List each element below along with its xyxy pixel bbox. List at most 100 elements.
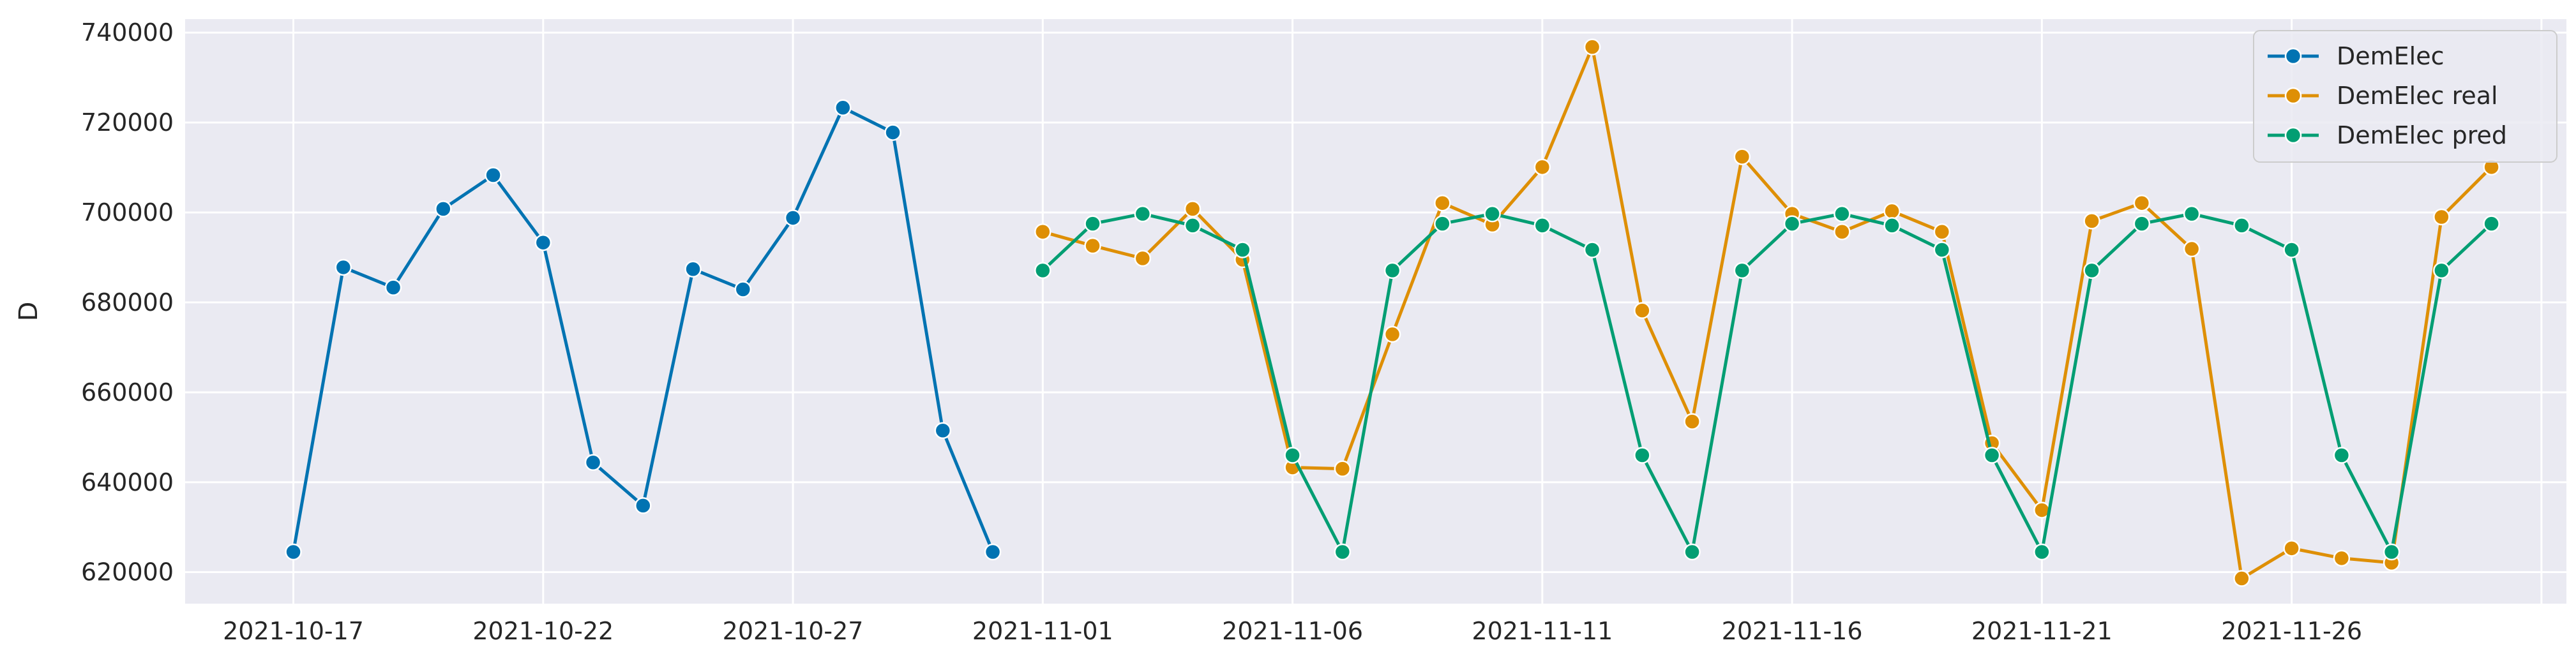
data-point: [1184, 217, 1201, 234]
data-point: [984, 543, 1002, 561]
data-point: [1834, 223, 1851, 241]
legend-box: [2253, 30, 2557, 163]
y-axis-label: D: [14, 302, 43, 322]
x-tick-label: 2021-10-27: [723, 617, 864, 645]
legend-swatch-marker: [2284, 47, 2302, 65]
series-demelec-pred: [1034, 205, 2500, 561]
data-point: [2033, 543, 2051, 561]
data-point: [934, 422, 952, 439]
data-point: [1184, 200, 1201, 218]
data-point: [2333, 447, 2351, 464]
y-tick-label: 620000: [81, 558, 174, 586]
data-point: [2083, 212, 2100, 230]
data-point: [285, 543, 302, 561]
legend-label: DemElec pred: [2337, 121, 2507, 149]
data-point: [2283, 540, 2300, 557]
data-point: [1683, 543, 1701, 561]
data-point: [2233, 570, 2250, 587]
data-point: [1434, 215, 1451, 232]
data-point: [1834, 205, 1851, 223]
data-point: [834, 99, 852, 117]
x-tick-label: 2021-11-06: [1222, 617, 1363, 645]
data-point: [1783, 215, 1801, 232]
data-point: [2383, 543, 2400, 561]
y-axis: 620000 640000 660000 680000 700000 720000 7400…: [81, 19, 174, 586]
data-point: [2133, 215, 2151, 232]
legend: DemElec DemElec real DemElec pred: [2253, 30, 2557, 163]
data-point: [1583, 38, 1601, 56]
y-tick-label: 700000: [81, 198, 174, 227]
data-point: [2433, 262, 2450, 279]
data-point: [435, 200, 452, 218]
x-tick-label: 2021-11-01: [972, 617, 1113, 645]
data-point: [2333, 549, 2351, 567]
data-point: [1084, 215, 1101, 232]
legend-label: DemElec real: [2337, 82, 2498, 110]
x-tick-label: 2021-11-26: [2221, 617, 2362, 645]
data-point: [1583, 241, 1601, 258]
data-point: [2483, 215, 2500, 232]
data-point: [734, 281, 752, 298]
y-tick-label: 680000: [81, 288, 174, 316]
data-point: [1733, 148, 1751, 165]
data-point: [1533, 158, 1551, 176]
series-layer: [285, 38, 2500, 587]
legend-item: DemElec: [2268, 42, 2444, 70]
data-point: [2283, 241, 2300, 258]
data-point: [1334, 543, 1352, 561]
data-point: [784, 209, 802, 227]
data-point: [1883, 202, 1901, 220]
plot-background: [185, 19, 2566, 604]
legend-item: DemElec real: [2268, 82, 2498, 110]
data-point: [1683, 413, 1701, 430]
data-point: [1634, 302, 1651, 319]
series-line: [1041, 212, 2493, 554]
data-point: [1134, 205, 1152, 223]
data-point: [1883, 217, 1901, 234]
data-point: [1983, 447, 2001, 464]
data-point: [1234, 241, 1251, 258]
data-point: [1634, 447, 1651, 464]
x-tick-label: 2021-11-11: [1472, 617, 1613, 645]
y-tick-label: 660000: [81, 378, 174, 406]
series-demelec: [285, 99, 1002, 561]
data-point: [2133, 194, 2151, 212]
data-point: [2433, 208, 2450, 226]
data-point: [1933, 241, 1951, 258]
data-point: [1383, 325, 1401, 343]
legend-swatch-marker: [2284, 87, 2302, 105]
data-point: [2183, 240, 2201, 258]
data-point: [384, 279, 402, 296]
data-point: [584, 454, 602, 472]
data-point: [1733, 262, 1751, 279]
data-point: [335, 258, 352, 276]
data-point: [1084, 237, 1101, 255]
data-point: [684, 260, 702, 278]
y-tick-label: 640000: [81, 468, 174, 496]
data-point: [884, 124, 901, 141]
data-point: [1034, 262, 1051, 279]
data-point: [635, 497, 652, 514]
series-line: [1042, 45, 2493, 580]
data-point: [1284, 447, 1301, 464]
data-point: [534, 234, 552, 251]
data-point: [1434, 194, 1451, 212]
legend-label: DemElec: [2337, 42, 2444, 70]
data-point: [1933, 223, 1951, 241]
y-tick-label: 740000: [81, 19, 174, 47]
x-tick-label: 2021-10-22: [472, 617, 614, 645]
x-tick-label: 2021-11-21: [1971, 617, 2113, 645]
data-point: [1034, 223, 1051, 241]
data-point: [1383, 262, 1401, 279]
data-point: [1334, 460, 1352, 477]
x-tick-label: 2021-11-16: [1722, 617, 1863, 645]
legend-item: DemElec pred: [2268, 121, 2507, 149]
data-point: [1134, 249, 1152, 267]
data-point: [485, 167, 502, 184]
legend-swatch-marker: [2284, 126, 2302, 144]
data-point: [2183, 205, 2201, 223]
y-tick-label: 720000: [81, 108, 174, 137]
data-point: [2083, 262, 2100, 279]
